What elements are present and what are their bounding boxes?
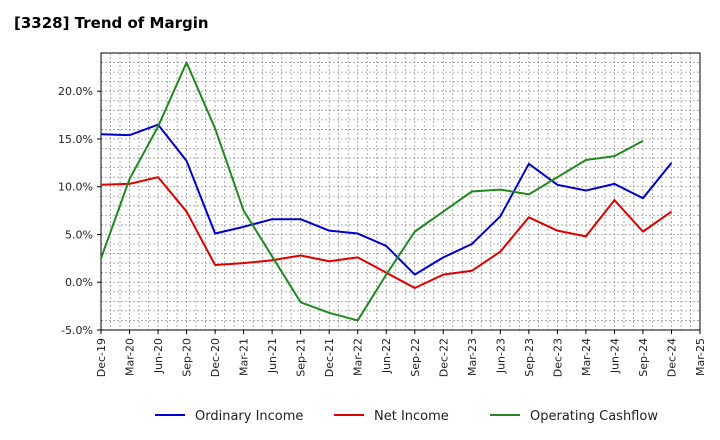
legend: Ordinary Income Net Income Operating Cashf… <box>155 409 658 424</box>
x-tick-label: Dec-23 <box>551 338 564 377</box>
series-line-operating-cashflow <box>100 61 644 322</box>
x-tick-label: Mar-25 <box>694 338 707 376</box>
y-axis: -5.0% 0.0% 5.0% 10.0% 15.0% 20.0% <box>58 85 101 337</box>
x-tick-label: Jun-22 <box>380 338 393 374</box>
y-tick-label: 15.0% <box>58 133 93 146</box>
x-tick-label: Jun-24 <box>608 338 621 374</box>
x-tick-label: Mar-21 <box>238 338 251 376</box>
x-tick-label: Sep-24 <box>637 338 650 377</box>
x-tick-label: Sep-21 <box>295 338 308 377</box>
x-tick-label: Dec-21 <box>323 338 336 377</box>
series-line-ordinary-income <box>100 123 673 276</box>
x-tick-label: Jun-23 <box>494 338 507 374</box>
x-tick-label: Mar-24 <box>580 338 593 376</box>
x-tick-label: Mar-23 <box>466 338 479 376</box>
x-tick-label: Jun-21 <box>266 338 279 374</box>
x-axis: Dec-19 Mar-20 Jun-20 Sep-20 Dec-20 Mar-21 Jun-… <box>95 330 707 377</box>
chart-title: [3328] Trend of Margin <box>14 14 209 32</box>
series-lines <box>100 61 673 322</box>
y-tick-label: 0.0% <box>65 276 93 289</box>
y-tick-label: 10.0% <box>58 181 93 194</box>
x-tick-label: Dec-22 <box>437 338 450 377</box>
x-tick-label: Sep-23 <box>523 338 536 377</box>
grid <box>100 52 701 331</box>
x-tick-label: Jun-20 <box>152 338 165 374</box>
plot-frame <box>100 52 701 331</box>
legend-label-net-income: Net Income <box>374 409 449 424</box>
x-tick-label: Dec-19 <box>95 338 108 377</box>
legend-label-ordinary-income: Ordinary Income <box>195 409 303 424</box>
x-tick-label: Mar-20 <box>124 338 137 376</box>
x-tick-label: Dec-24 <box>665 338 678 377</box>
x-tick-label: Mar-22 <box>352 338 365 376</box>
y-tick-label: 20.0% <box>58 85 93 98</box>
x-tick-label: Sep-22 <box>409 338 422 377</box>
legend-label-operating-cashflow: Operating Cashflow <box>530 409 658 424</box>
y-tick-label: -5.0% <box>61 324 93 337</box>
x-tick-label: Sep-20 <box>181 338 194 377</box>
x-tick-label: Dec-20 <box>209 338 222 377</box>
y-tick-label: 5.0% <box>65 228 93 241</box>
